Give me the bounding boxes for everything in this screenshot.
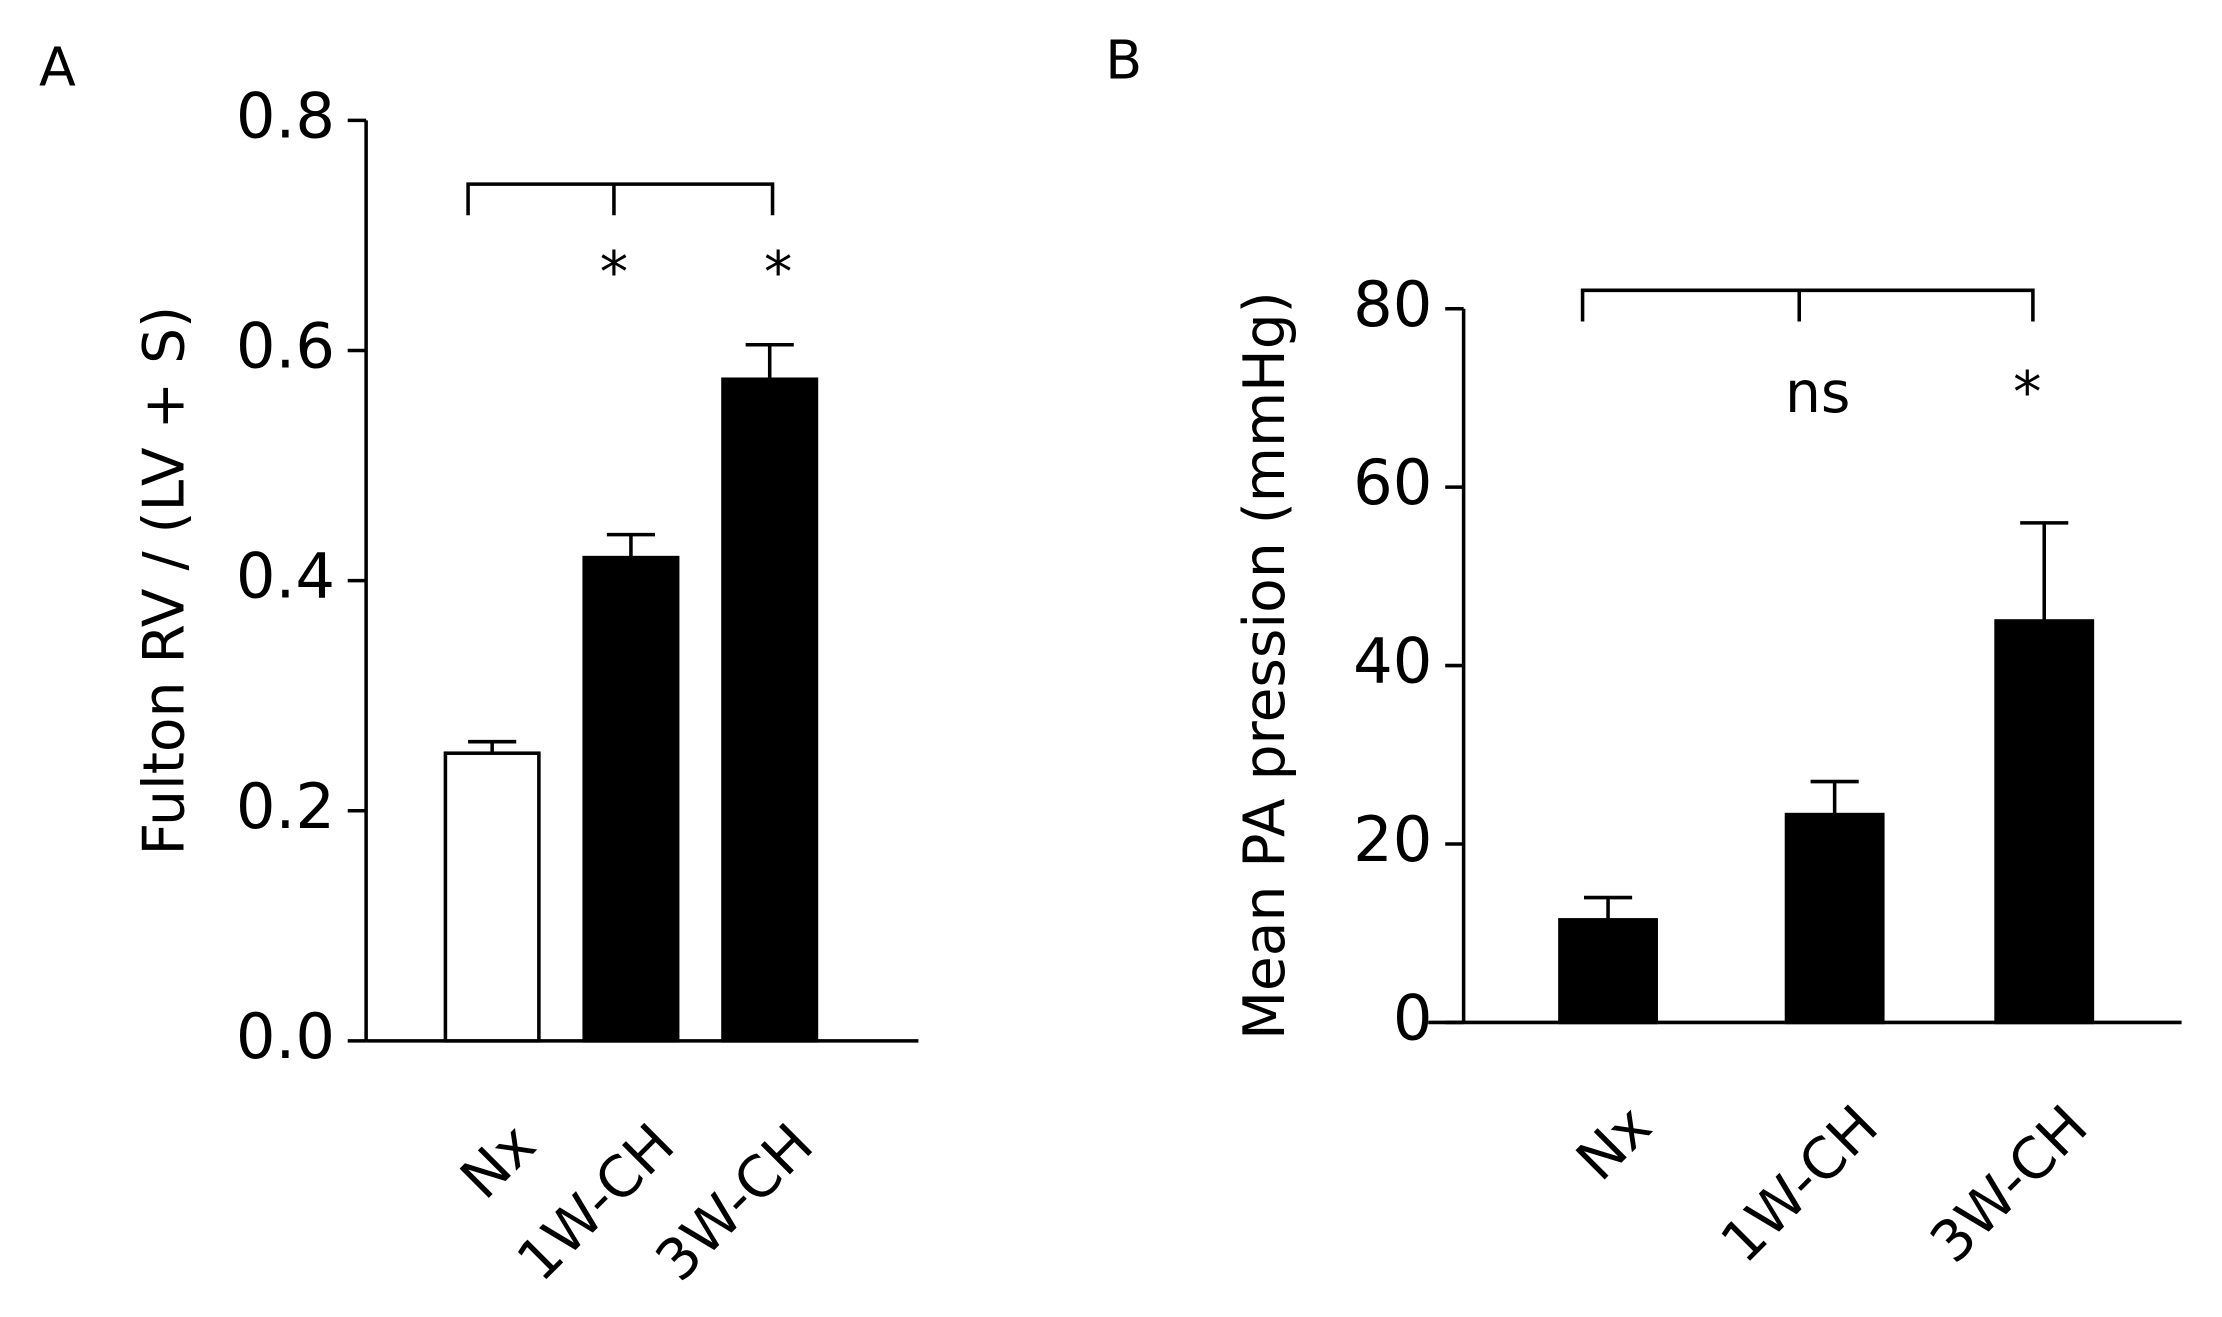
- bar: [443, 751, 541, 1043]
- y-tick-label: 80: [1353, 268, 1432, 341]
- x-tick-label: 1W-CH: [1708, 1093, 1891, 1276]
- y-axis-label: Mean PA pression (mmHg): [1232, 291, 1298, 1040]
- y-tick-label: 0.0: [236, 1000, 335, 1073]
- y-tick-label: 40: [1353, 625, 1432, 698]
- significance-label: *: [764, 240, 792, 306]
- x-tick-label: Nx: [1564, 1093, 1664, 1193]
- y-tick-label: 60: [1353, 446, 1432, 519]
- panel-label: B: [1105, 28, 1142, 91]
- significance-label: *: [2013, 360, 2041, 426]
- bar: [1994, 619, 2095, 1025]
- bar: [721, 377, 819, 1043]
- bar: [1558, 918, 1658, 1025]
- y-tick-label: 20: [1353, 803, 1432, 876]
- x-tick-label: 1W-CH: [505, 1111, 688, 1294]
- significance-label: ns: [1785, 360, 1850, 426]
- x-tick-label: Nx: [448, 1111, 548, 1211]
- y-tick-label: 0.8: [236, 79, 335, 152]
- y-axis-label: Fulton RV / (LV + S): [131, 306, 197, 856]
- x-tick-label: 3W-CH: [1918, 1093, 2101, 1276]
- significance-bracket: [466, 182, 775, 216]
- y-tick-label: 0.2: [236, 770, 335, 843]
- panel-label: A: [39, 35, 76, 98]
- y-tick-label: 0.6: [236, 310, 335, 383]
- significance-label: *: [600, 240, 628, 306]
- y-tick-label: 0.4: [236, 540, 335, 613]
- bar: [582, 555, 680, 1043]
- bar: [1784, 812, 1885, 1025]
- y-tick-label: 0: [1393, 982, 1433, 1055]
- significance-bracket: [1580, 288, 2035, 322]
- x-tick-label: 3W-CH: [643, 1111, 826, 1294]
